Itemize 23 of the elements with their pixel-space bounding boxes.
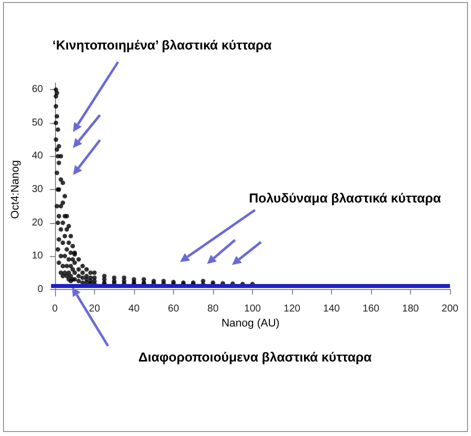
x-tick-label: 160 xyxy=(362,304,380,314)
x-tick-label: 60 xyxy=(168,304,180,314)
x-tick-label: 0 xyxy=(52,304,58,314)
x-tick-label: 40 xyxy=(128,304,140,314)
y-tick-label: 60 xyxy=(32,84,44,96)
y-tick-label: 10 xyxy=(32,250,44,262)
y-tick-label: 50 xyxy=(32,117,44,128)
y-tick-label: 40 xyxy=(32,150,44,162)
y-tick-label: 20 xyxy=(32,217,44,228)
x-tick-label: 80 xyxy=(207,304,219,314)
y-tick-label: 0 xyxy=(37,284,44,295)
y-axis-title: Oct4:Nanog xyxy=(9,160,22,219)
x-tick-label: 180 xyxy=(402,304,420,314)
y-tick-label: 30 xyxy=(32,184,44,195)
text: ‘Κινητοποιημένα’ βλαστικά κύτταρα xyxy=(52,38,272,52)
x-tick-label: 200 xyxy=(442,304,459,314)
x-tick-label: 120 xyxy=(284,304,301,314)
x-tick-label: 100 xyxy=(244,304,262,314)
annotation: Πολυδύναμα βλαστικά κύτταρα xyxy=(249,190,441,206)
text: Διαφοροποιούμενα βλαστικά κύτταρα xyxy=(138,350,372,364)
x-axis-title: Nanog (AU) xyxy=(221,318,280,330)
x-tick-label: 20 xyxy=(88,304,100,314)
x-tick-label: 140 xyxy=(323,304,340,314)
